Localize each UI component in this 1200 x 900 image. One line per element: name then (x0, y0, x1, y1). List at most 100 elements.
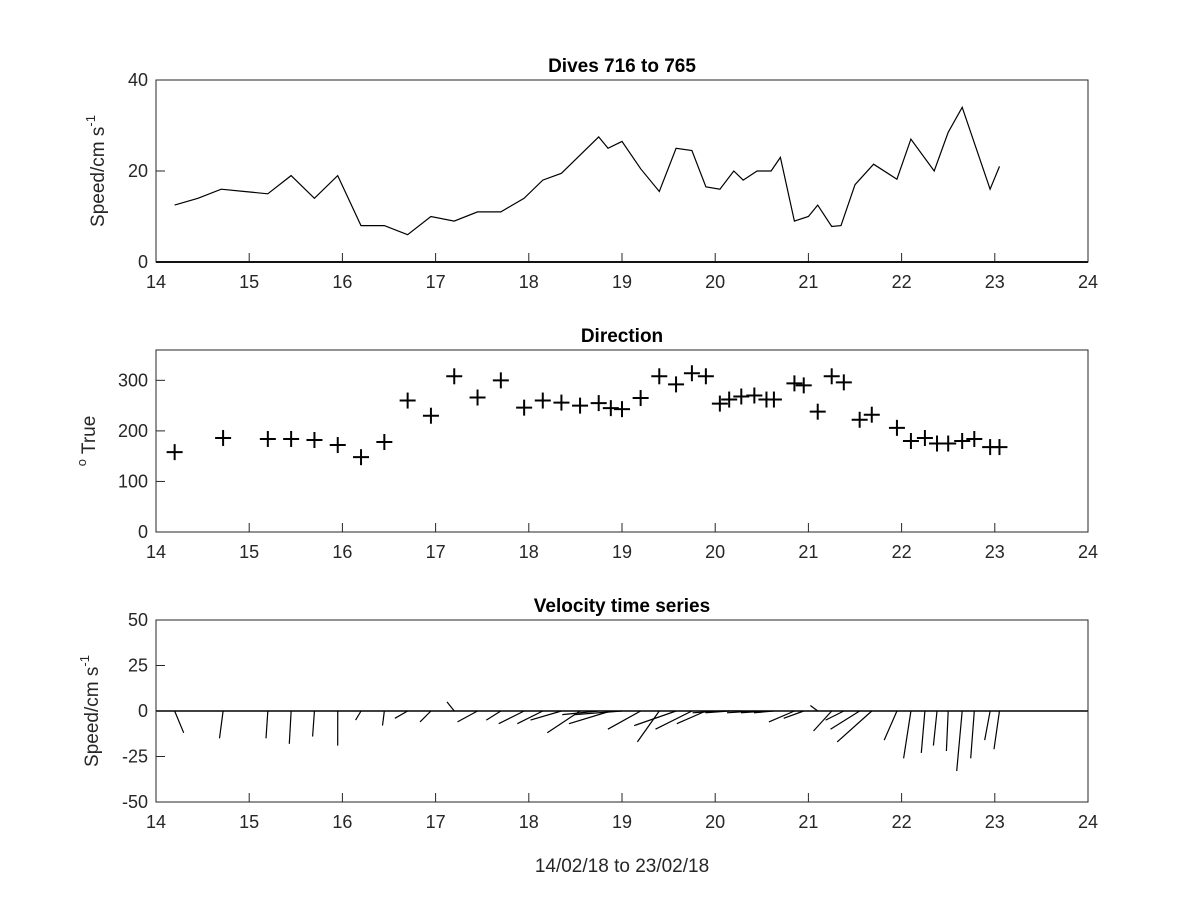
velocity-stick (768, 710, 795, 723)
velocity-y-tick-label: -50 (122, 792, 148, 812)
direction-marker (602, 400, 619, 417)
direction-marker (469, 389, 486, 406)
speed-x-tick-label: 23 (985, 272, 1005, 292)
direction-marker (353, 449, 370, 466)
direction-marker (863, 406, 880, 423)
velocity-stick (676, 710, 707, 725)
direction-marker (399, 392, 416, 409)
direction-marker (940, 435, 957, 452)
direction-marker (516, 399, 533, 416)
speed-x-tick-label: 14 (146, 272, 166, 292)
direction-marker (786, 375, 803, 392)
velocity-stick (836, 710, 873, 743)
velocity-x-tick-label: 14 (146, 812, 166, 832)
velocity-title: Velocity time series (534, 596, 710, 617)
velocity-stick (993, 710, 1001, 750)
direction-marker (283, 430, 300, 447)
speed-x-tick-label: 16 (332, 272, 352, 292)
velocity-stick (312, 710, 316, 737)
velocity-stick (419, 710, 432, 723)
panel-velocity: Velocity time series 14 15 16 17 18 19 20 21 22 2… (77, 596, 1098, 877)
velocity-stick (810, 705, 819, 712)
velocity-x-tick-label: 23 (985, 812, 1005, 832)
direction-x-tick-label: 23 (985, 542, 1005, 562)
direction-y-tick-label: 200 (118, 421, 148, 441)
velocity-stick (740, 710, 767, 714)
direction-marker (534, 392, 551, 409)
velocity-stick (446, 701, 455, 712)
direction-marker (888, 419, 905, 436)
velocity-y-label-text: Speed/cm s (82, 667, 103, 767)
velocity-stick (945, 710, 949, 752)
direction-x-tick-label: 17 (426, 542, 446, 562)
velocity-x-ticks: 14 15 16 17 18 19 20 21 22 23 24 (146, 793, 1098, 832)
velocity-x-tick-label: 20 (705, 812, 725, 832)
velocity-stick (903, 710, 912, 759)
velocity-stick (920, 710, 926, 753)
x-axis-label: 14/02/18 to 23/02/18 (535, 856, 709, 877)
speed-x-tick-label: 18 (519, 272, 539, 292)
velocity-stick (984, 710, 991, 741)
direction-marker (553, 394, 570, 411)
velocity-stick (813, 710, 833, 732)
velocity-x-tick-label: 15 (239, 812, 259, 832)
direction-marker (215, 429, 232, 446)
direction-marker (733, 388, 750, 405)
direction-marker (632, 390, 649, 407)
velocity-y-tick-label: 25 (128, 656, 148, 676)
direction-x-tick-label: 16 (332, 542, 352, 562)
direction-marker (422, 407, 439, 424)
direction-marker (492, 372, 509, 389)
velocity-stick (634, 710, 677, 727)
velocity-stick (457, 710, 478, 723)
direction-marker (916, 429, 933, 446)
velocity-x-tick-label: 16 (332, 812, 352, 832)
speed-x-tick-label: 17 (426, 272, 446, 292)
velocity-stick (692, 710, 720, 714)
velocity-y-label-exponent: -1 (77, 655, 92, 667)
direction-x-tick-label: 24 (1078, 542, 1098, 562)
velocity-y-label: Speed/cm s-1 (77, 655, 103, 767)
direction-y-label-degree: o (74, 459, 89, 466)
direction-x-ticks: 14 15 16 17 18 19 20 21 22 23 24 (146, 523, 1098, 562)
direction-x-tick-label: 18 (519, 542, 539, 562)
velocity-stick (956, 710, 963, 772)
velocity-x-tick-label: 22 (892, 812, 912, 832)
speed-y-label: Speed/cm s-1 (83, 115, 109, 227)
direction-marker (683, 365, 700, 382)
direction-marker (966, 430, 983, 447)
velocity-stick (394, 710, 408, 719)
direction-marker (306, 431, 323, 448)
direction-x-tick-label: 19 (612, 542, 632, 562)
speed-x-tick-label: 15 (239, 272, 259, 292)
velocity-stick (218, 710, 224, 739)
direction-x-tick-label: 21 (798, 542, 818, 562)
speed-y-label-exponent: -1 (83, 115, 98, 127)
velocity-stick (546, 710, 581, 734)
velocity-stick (636, 710, 660, 743)
direction-y-ticks: 0 100 200 300 (118, 370, 165, 542)
velocity-stick (783, 710, 804, 719)
direction-marker (835, 374, 852, 391)
direction-marker (711, 395, 728, 412)
direction-marker (746, 387, 763, 404)
speed-series (156, 105, 1088, 263)
velocity-sticks (156, 701, 1088, 772)
velocity-stick (726, 710, 755, 714)
direction-x-tick-label: 20 (705, 542, 725, 562)
direction-marker (765, 391, 782, 408)
direction-marker (809, 403, 826, 420)
velocity-y-tick-label: 50 (128, 610, 148, 630)
direction-y-tick-label: 100 (118, 471, 148, 491)
direction-marker (651, 368, 668, 385)
velocity-stick (574, 710, 623, 716)
velocity-stick (607, 710, 641, 730)
direction-marker (697, 368, 714, 385)
speed-y-label-text: Speed/cm s (88, 127, 109, 227)
direction-marker (614, 401, 630, 418)
direction-marker (668, 376, 685, 393)
speed-x-tick-label: 24 (1078, 272, 1098, 292)
direction-marker (376, 434, 393, 451)
direction-y-label: o True (74, 416, 100, 467)
speed-y-tick-label: 40 (128, 70, 148, 90)
